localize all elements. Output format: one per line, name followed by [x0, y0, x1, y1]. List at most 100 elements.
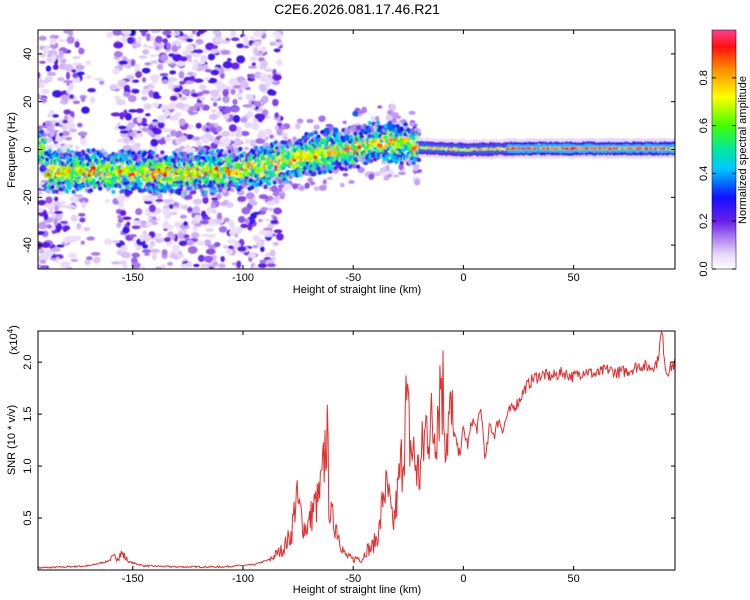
spectrogram-cell	[226, 238, 237, 244]
spectrogram-cell	[66, 88, 72, 95]
spectrogram-cell	[210, 115, 217, 120]
spectrogram-cell	[309, 181, 316, 186]
spectrogram-cell	[260, 132, 267, 140]
spectrogram-cell	[232, 84, 242, 89]
spectrogram-cell	[276, 128, 283, 136]
spectrogram-cell	[251, 42, 261, 47]
spectrogram-cell	[192, 198, 203, 205]
spectrogram-cell	[168, 185, 173, 191]
spectrogram-cell	[47, 211, 57, 215]
spectrogram-cell	[234, 181, 239, 187]
spectrogram-cell	[168, 53, 175, 57]
spectrogram-cell	[68, 82, 75, 90]
spectrogram-cell	[142, 49, 150, 55]
spectrogram-cell	[272, 98, 279, 107]
spectrogram-cell	[122, 226, 130, 234]
spectrogram-cell	[273, 207, 282, 215]
spectrogram-cell	[243, 39, 249, 46]
spectrogram-cell	[84, 259, 91, 266]
spectrogram-cell	[271, 185, 278, 193]
spectrogram-cell	[178, 70, 185, 79]
spectrogram-cell	[187, 186, 193, 191]
x-tick-label: 0	[460, 573, 466, 585]
spectrogram-cell	[154, 35, 163, 44]
spectrogram-cell	[193, 214, 202, 223]
spectrogram-cell	[215, 148, 221, 154]
spectrogram-cell	[375, 120, 381, 125]
spectrogram-cell	[69, 94, 75, 100]
spectrogram-cell	[264, 145, 269, 150]
spectrogram-cell	[117, 125, 127, 130]
spectrogram-cell	[174, 255, 179, 261]
spectrogram-cell	[116, 194, 126, 203]
spectrogram-cell	[115, 99, 126, 106]
spectrogram-cell	[68, 30, 74, 37]
y-tick-label: 20	[22, 96, 34, 108]
spectrogram-cell	[225, 201, 234, 209]
colorbar-tick-label: 0.6	[698, 118, 710, 133]
spectrogram-cell	[275, 59, 283, 66]
spectrogram-cell	[57, 77, 65, 82]
spectrogram-cell	[270, 219, 279, 224]
spectrogram-cell	[142, 244, 149, 249]
spectrogram-cell	[92, 256, 101, 264]
spectrogram-cell	[144, 252, 150, 257]
spectrogram-cell	[273, 229, 283, 234]
spectrogram-cell	[104, 198, 110, 203]
spectrogram-cell	[133, 220, 141, 226]
spectrogram-cell	[218, 263, 226, 269]
spectrogram-cell	[243, 168, 248, 173]
spectrogram-cell	[127, 121, 136, 129]
spectrogram-cell	[56, 244, 65, 248]
spectrogram-cell	[260, 246, 265, 252]
spectrogram-cell	[342, 120, 347, 125]
spectrogram-cell	[142, 195, 152, 202]
spectrogram-cell	[188, 105, 199, 112]
spectrogram-cell	[292, 136, 297, 141]
spectrogram-cell	[264, 115, 271, 120]
spectrogram-cell	[204, 239, 212, 247]
spectrogram-cell	[251, 62, 256, 67]
spectrogram-cell	[131, 150, 136, 156]
spectrogram-cell	[216, 212, 223, 221]
spectrogram-cell	[77, 131, 88, 137]
spectrogram-cell	[138, 55, 148, 59]
spectrogram-cell	[266, 263, 277, 268]
spectrogram-cell	[416, 157, 422, 163]
spectrogram-cell	[279, 193, 285, 200]
spectrogram-cell	[342, 172, 349, 177]
spectrogram-cell	[38, 248, 45, 254]
spectrogram-cell	[249, 139, 256, 147]
spectrogram-cell	[387, 124, 394, 131]
spectrogram-cell	[284, 178, 289, 184]
spectrogram-cell	[223, 199, 229, 204]
spectrogram-cell	[209, 89, 220, 97]
spectrogram-cell	[142, 43, 149, 48]
spectrogram-cell	[78, 47, 84, 55]
spectrogram-cell	[111, 189, 116, 195]
spectrogram-cell	[171, 244, 180, 251]
spectrogram-cell	[139, 234, 145, 242]
spectrogram-cell	[368, 173, 375, 180]
spectrogram-cell	[260, 207, 269, 212]
spectrogram-cell	[44, 79, 49, 84]
spectrogram-cell	[179, 214, 188, 219]
spectrogram-cell	[274, 125, 280, 130]
spectrogram-cell	[54, 205, 59, 212]
spectrogram-cell	[177, 36, 185, 40]
spectrogram-cell	[77, 122, 83, 128]
spectrogram-cell	[269, 41, 277, 46]
spectrogram-cell	[252, 264, 258, 269]
spectrogram-cell	[159, 73, 169, 77]
spectrogram-cell	[199, 96, 206, 101]
spectrogram-cell	[174, 112, 182, 117]
spectrogram-cell	[183, 221, 188, 226]
spectrogram-cell	[114, 125, 120, 131]
spectrogram-cell	[74, 40, 80, 48]
spectrogram-cell	[220, 83, 228, 91]
spectrogram-cell	[163, 198, 173, 205]
spectrogram-cell	[219, 72, 225, 79]
spectrogram-cell	[272, 68, 277, 76]
spectrogram-cell	[244, 138, 250, 145]
